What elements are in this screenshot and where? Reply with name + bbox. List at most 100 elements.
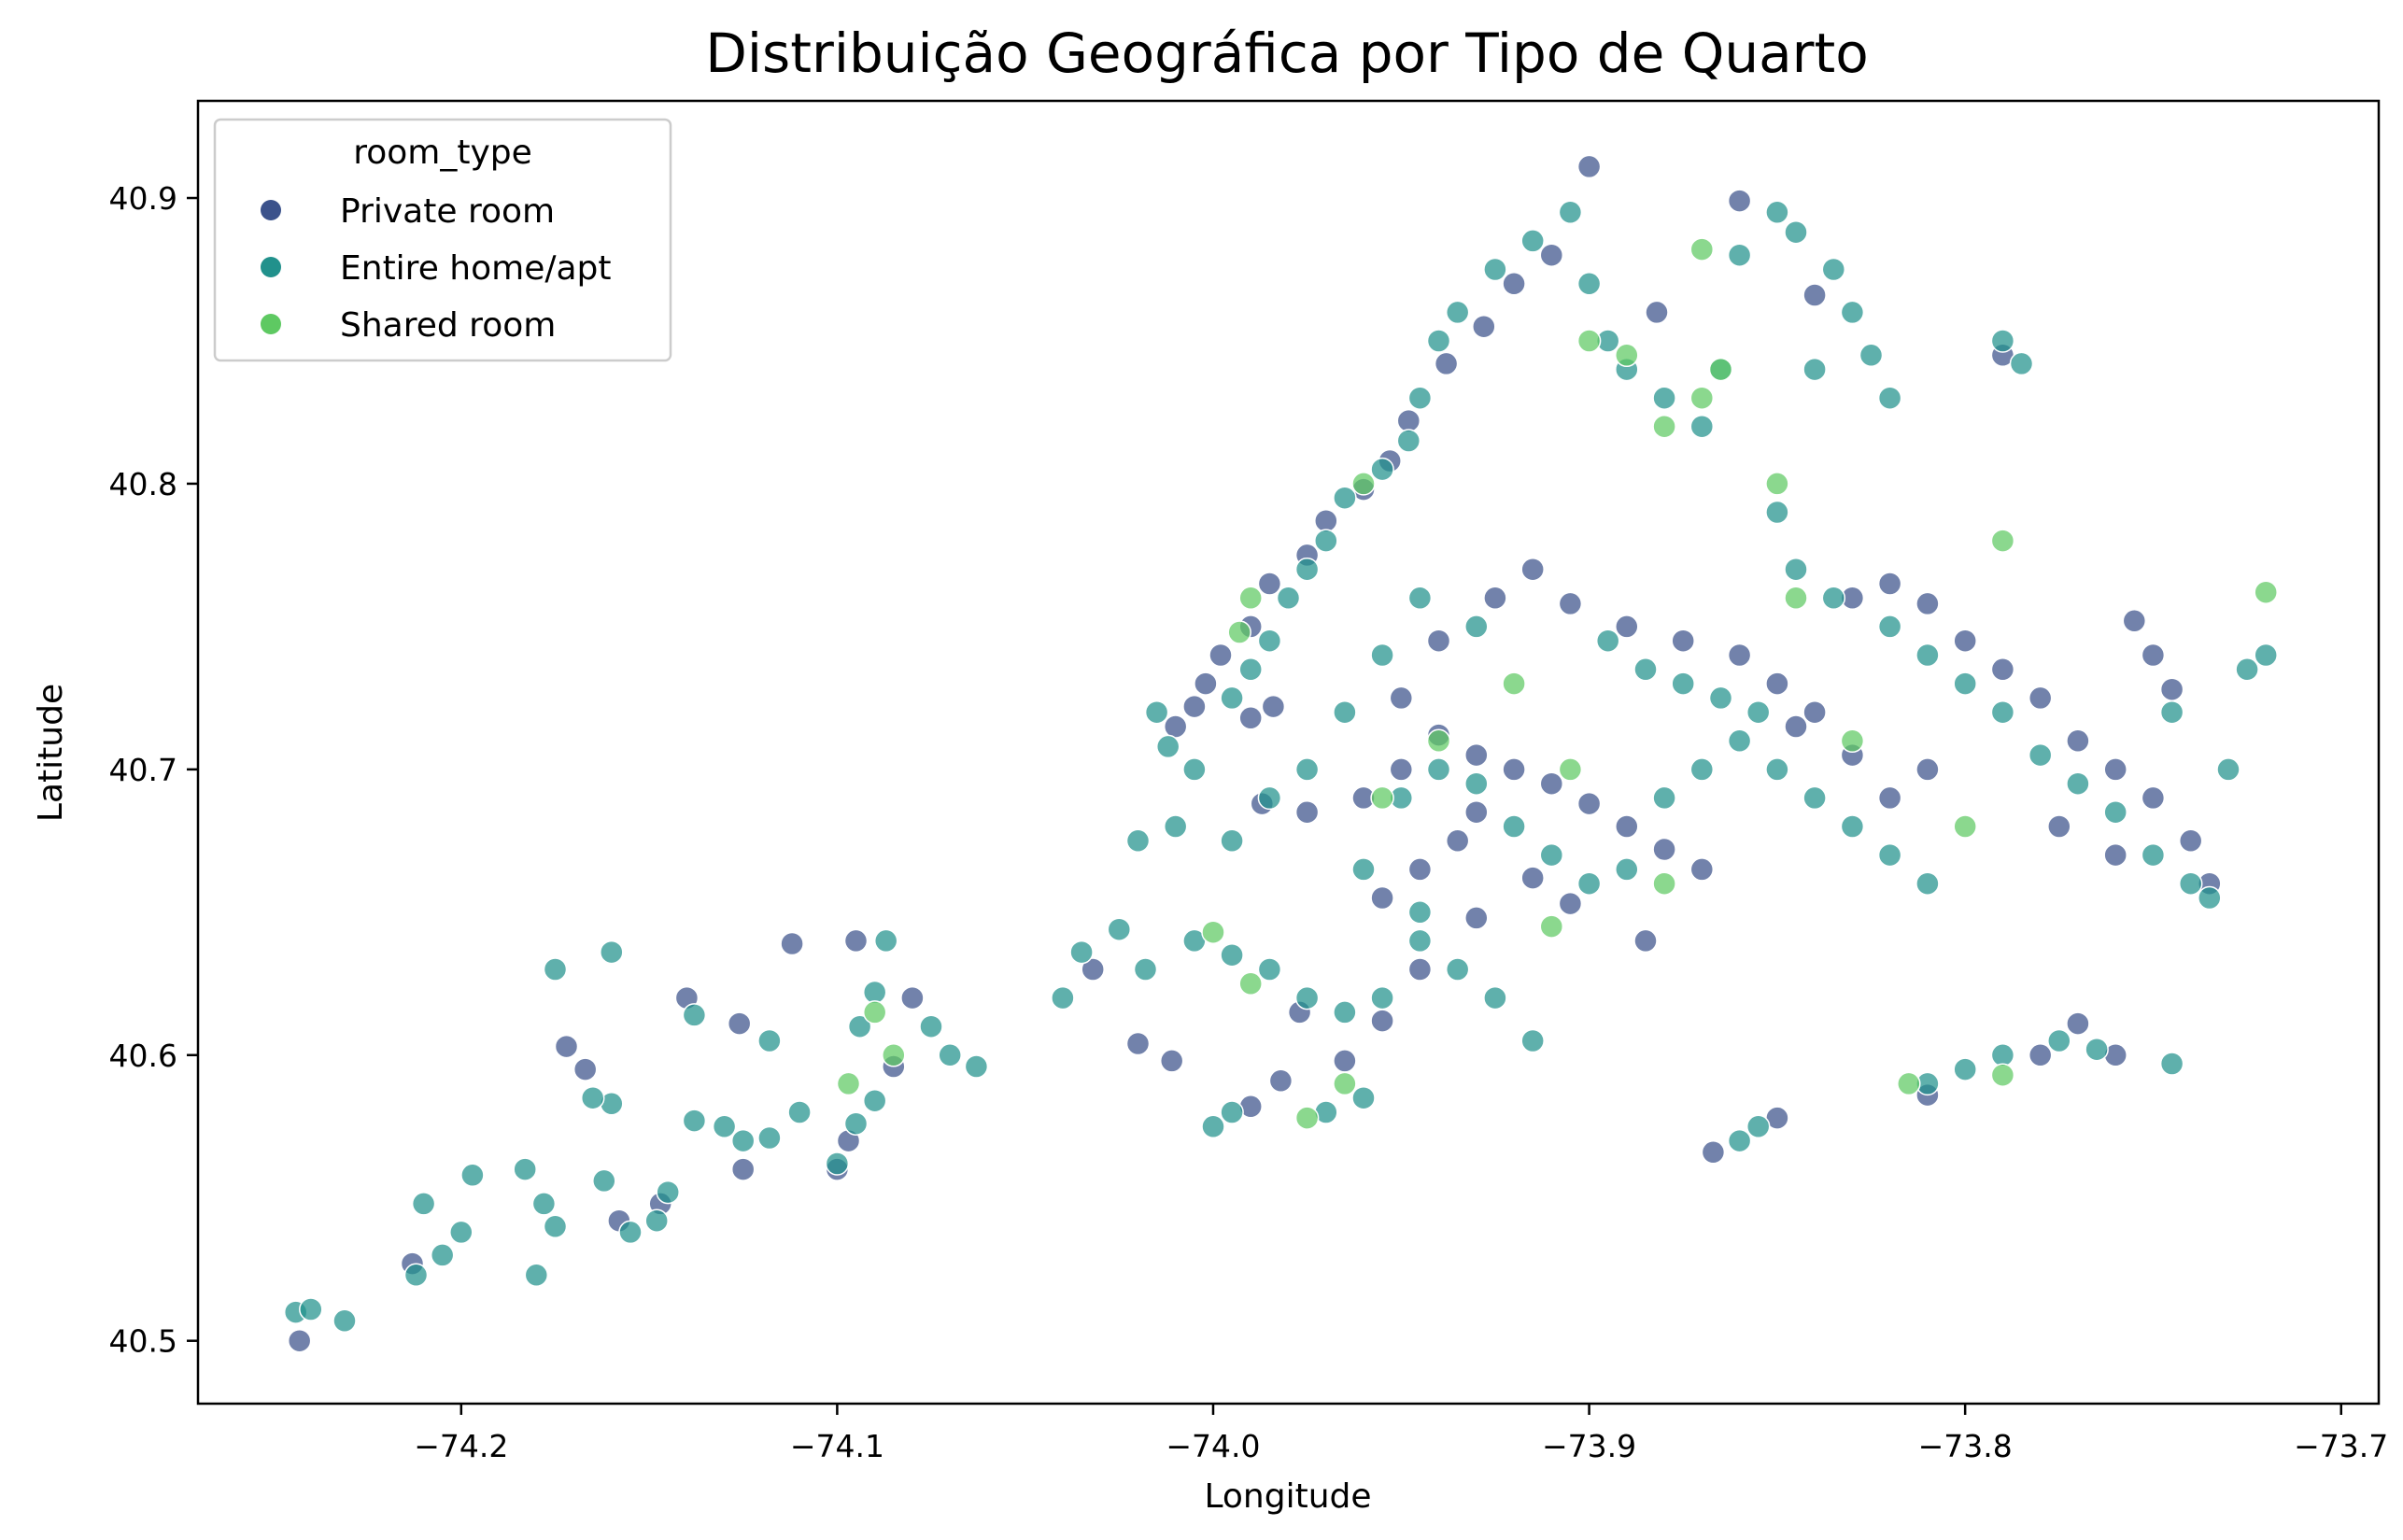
data-point [2009, 351, 2034, 376]
data-point [862, 1088, 887, 1113]
data-point [1990, 699, 2015, 725]
data-point [1727, 243, 1752, 267]
data-point [460, 1163, 485, 1188]
data-point [1220, 1100, 1244, 1124]
data-point [1502, 272, 1526, 296]
data-point [1765, 671, 1789, 696]
series-shared-room [836, 237, 2278, 1130]
data-point [1333, 486, 1357, 510]
data-point [1081, 957, 1105, 982]
data-point [682, 1003, 707, 1027]
data-point [1539, 771, 1564, 796]
data-point [873, 928, 898, 954]
legend-marker-private-room [261, 200, 281, 220]
data-point [1821, 586, 1846, 611]
data-point [2085, 1037, 2109, 1062]
data-point [1671, 629, 1695, 653]
data-point [1990, 329, 2015, 353]
data-point [2235, 657, 2259, 682]
data-point [1125, 828, 1151, 854]
y-axis-label: Latitude [32, 684, 70, 822]
data-point [543, 1214, 568, 1239]
data-point [1472, 314, 1496, 339]
legend-label-entire-home: Entire home/apt [340, 249, 612, 288]
y-tick-label: 40.9 [109, 180, 177, 217]
legend-label-shared-room: Shared room [340, 306, 556, 345]
data-point [1333, 1000, 1357, 1024]
data-point [1107, 917, 1132, 941]
data-point [2159, 677, 2184, 701]
data-point [513, 1157, 537, 1181]
data-point [1227, 620, 1251, 644]
data-point [2254, 580, 2278, 604]
data-point [1689, 386, 1715, 410]
data-point [1802, 357, 1827, 382]
data-point [1464, 771, 1489, 796]
data-point [1689, 237, 1715, 261]
data-point [1434, 351, 1459, 376]
data-point [1727, 643, 1752, 668]
data-point [1351, 1085, 1376, 1110]
data-point [2047, 1028, 2071, 1053]
data-point [1576, 272, 1602, 296]
data-point [1689, 857, 1715, 882]
data-point [1765, 472, 1789, 496]
data-point [1652, 785, 1676, 811]
data-point [1915, 643, 1940, 668]
x-tick-label: −73.9 [1542, 1428, 1636, 1464]
data-point [1502, 757, 1526, 782]
data-point [531, 1192, 557, 1216]
data-point [1877, 386, 1902, 410]
data-point [1445, 300, 1470, 325]
data-point [1333, 1071, 1357, 1096]
data-point [1821, 257, 1846, 282]
data-point [1426, 329, 1451, 353]
data-point [1652, 837, 1676, 862]
data-point [2216, 757, 2240, 782]
data-point [1333, 699, 1357, 725]
data-point [1727, 1128, 1752, 1153]
legend-label-private-room: Private room [340, 192, 555, 231]
data-point [1859, 343, 1884, 368]
data-point [1784, 219, 1808, 245]
data-point [2198, 885, 2222, 911]
data-point [1765, 200, 1789, 225]
data-point [1877, 615, 1902, 639]
data-point [1520, 866, 1545, 890]
data-point [1765, 500, 1789, 525]
data-point [836, 1071, 861, 1096]
y-tick-label: 40.5 [109, 1323, 177, 1360]
data-point [1727, 189, 1752, 213]
data-point [1182, 757, 1207, 782]
data-point [1426, 629, 1451, 653]
data-point [1558, 591, 1583, 616]
data-point [1261, 694, 1286, 719]
data-point [554, 1034, 579, 1059]
data-point [1314, 508, 1338, 533]
data-point [1407, 386, 1433, 410]
data-point [1294, 1106, 1320, 1130]
data-point [882, 1043, 906, 1067]
data-point [1144, 699, 1169, 725]
data-point [1268, 1068, 1293, 1094]
legend-box [213, 118, 672, 362]
data-point [524, 1263, 549, 1288]
data-point [1840, 814, 1865, 839]
data-point [1652, 414, 1676, 439]
data-point [1464, 906, 1489, 930]
data-point [843, 1111, 869, 1136]
data-point [2028, 685, 2053, 711]
data-point [938, 1043, 962, 1067]
data-point [2066, 728, 2090, 754]
data-point [1652, 386, 1676, 410]
x-tick-label: −74.1 [790, 1428, 884, 1464]
data-point [1445, 828, 1470, 854]
data-point [1238, 971, 1263, 996]
data-point [1539, 243, 1564, 267]
data-point [1539, 842, 1564, 868]
data-point [1464, 799, 1489, 825]
data-point [1990, 1063, 2015, 1087]
data-point [332, 1308, 357, 1334]
data-point [1897, 1071, 1921, 1096]
